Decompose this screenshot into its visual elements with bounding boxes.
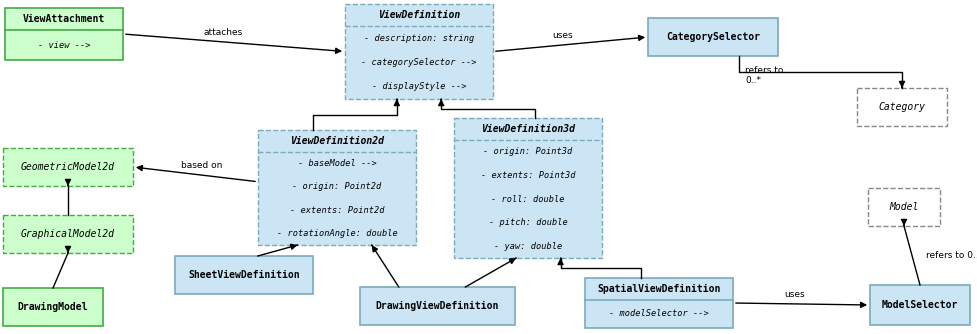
Text: DrawingViewDefinition: DrawingViewDefinition	[376, 301, 499, 311]
FancyBboxPatch shape	[868, 188, 940, 226]
Text: ModelSelector: ModelSelector	[882, 300, 958, 310]
Text: CategorySelector: CategorySelector	[666, 32, 760, 42]
Text: SheetViewDefinition: SheetViewDefinition	[189, 270, 300, 280]
FancyBboxPatch shape	[5, 8, 123, 60]
Text: - categorySelector -->: - categorySelector -->	[361, 58, 477, 67]
Text: attaches: attaches	[203, 28, 242, 37]
Text: SpatialViewDefinition: SpatialViewDefinition	[597, 284, 721, 294]
Text: refers to
0..*: refers to 0..*	[745, 66, 784, 86]
FancyBboxPatch shape	[3, 148, 133, 186]
Text: - extents: Point3d: - extents: Point3d	[481, 171, 575, 180]
Text: GraphicalModel2d: GraphicalModel2d	[21, 229, 115, 239]
Text: ViewAttachment: ViewAttachment	[22, 14, 106, 24]
Text: - roll: double: - roll: double	[491, 194, 565, 203]
Text: ViewDefinition3d: ViewDefinition3d	[481, 124, 575, 134]
FancyBboxPatch shape	[857, 88, 947, 126]
Text: ViewDefinition: ViewDefinition	[378, 10, 460, 20]
FancyBboxPatch shape	[585, 278, 733, 328]
Text: uses: uses	[552, 31, 573, 40]
FancyBboxPatch shape	[648, 18, 778, 56]
FancyBboxPatch shape	[870, 285, 970, 325]
Text: DrawingModel: DrawingModel	[18, 302, 88, 312]
FancyBboxPatch shape	[360, 287, 515, 325]
FancyBboxPatch shape	[454, 118, 602, 258]
Text: - yaw: double: - yaw: double	[494, 242, 562, 251]
Text: - baseModel -->: - baseModel -->	[298, 159, 376, 168]
FancyBboxPatch shape	[3, 215, 133, 253]
FancyBboxPatch shape	[345, 4, 493, 99]
Text: - origin: Point3d: - origin: Point3d	[484, 147, 573, 156]
FancyBboxPatch shape	[3, 288, 103, 326]
Text: Model: Model	[889, 202, 918, 212]
Text: - origin: Point2d: - origin: Point2d	[292, 182, 382, 191]
Text: ViewDefinition2d: ViewDefinition2d	[290, 136, 384, 146]
Text: GeometricModel2d: GeometricModel2d	[21, 162, 115, 172]
Text: refers to 0..*: refers to 0..*	[926, 251, 977, 260]
FancyBboxPatch shape	[258, 130, 416, 245]
Text: - modelSelector -->: - modelSelector -->	[609, 310, 709, 319]
Text: - displayStyle -->: - displayStyle -->	[372, 82, 466, 91]
Text: - rotationAngle: double: - rotationAngle: double	[276, 229, 398, 238]
Text: - pitch: double: - pitch: double	[488, 218, 568, 227]
Text: Category: Category	[878, 102, 925, 112]
Text: uses: uses	[785, 290, 805, 299]
Text: - description: string: - description: string	[363, 34, 474, 43]
Text: based on: based on	[181, 161, 223, 170]
FancyBboxPatch shape	[175, 256, 313, 294]
Text: - view -->: - view -->	[38, 40, 90, 49]
Text: - extents: Point2d: - extents: Point2d	[290, 206, 384, 215]
